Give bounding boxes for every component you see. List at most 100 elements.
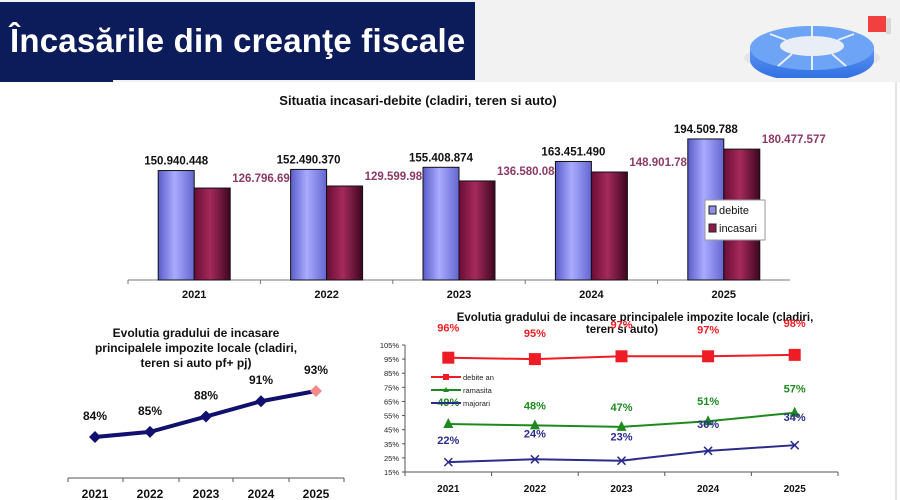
grad-x-tick-label: 2021 <box>82 487 109 500</box>
grad-x-tick-label: 2024 <box>248 487 275 500</box>
grad-chart-title-line: Evolutia gradului de incasare <box>113 326 280 340</box>
impozite-data-label: 96% <box>437 323 459 335</box>
impozite-x-tick-label: 2024 <box>697 484 720 495</box>
bar-data-label-incasari: 180.477.577 <box>762 134 826 146</box>
bar-data-label-incasari: 129.599.980 <box>365 171 429 183</box>
bar-incasari <box>193 187 231 281</box>
impozite-y-tick-label: 55% <box>384 412 399 421</box>
impozite-y-tick-label: 15% <box>384 468 399 477</box>
bar-debite <box>554 160 592 281</box>
square-marker <box>788 348 801 361</box>
bar-data-label-debite: 152.490.370 <box>277 154 341 166</box>
bar-incasari <box>458 180 496 281</box>
impozite-chart-title-line: teren si auto) <box>586 324 658 336</box>
impozite-data-label: 24% <box>524 428 546 440</box>
triangle-marker <box>616 420 627 431</box>
bar-debite <box>157 170 195 281</box>
legend-swatch-incasari <box>708 223 717 233</box>
impozite-y-tick-label: 35% <box>384 440 399 449</box>
triangle-marker <box>789 406 800 417</box>
x-marker <box>443 457 453 467</box>
impozite-data-label: 48% <box>524 400 546 412</box>
impozite-y-tick-label: 95% <box>384 355 399 364</box>
bar-data-label-debite: 155.408.874 <box>409 152 474 164</box>
x-marker <box>703 446 713 456</box>
x-marker <box>790 440 800 450</box>
impozite-x-tick-label: 2023 <box>610 484 633 495</box>
impozite-y-tick-label: 85% <box>384 369 399 378</box>
legend-label-debite-an: debite an <box>463 373 494 382</box>
impozite-y-tick-label: 45% <box>384 426 399 435</box>
impozite-data-label: 97% <box>697 324 719 336</box>
legend-marker <box>443 387 449 392</box>
bar-x-tick-label: 2021 <box>182 289 206 301</box>
triangle-marker <box>443 418 454 429</box>
grad-point-marker <box>144 425 156 438</box>
grad-x-tick-label: 2025 <box>303 487 330 500</box>
grad-point-marker <box>310 385 322 397</box>
local-taxes-line-chart: Evolutia gradului de incasare principale… <box>380 312 839 495</box>
impozite-data-label: 51% <box>697 396 719 408</box>
bar-x-tick-label: 2023 <box>447 289 471 301</box>
bar-incasari <box>326 185 364 281</box>
square-marker <box>615 350 628 363</box>
grad-data-label: 91% <box>249 373 273 387</box>
grad-x-tick-label: 2023 <box>193 487 220 500</box>
legend-label-debite: debite <box>719 205 749 217</box>
bar-data-label-debite: 150.940.448 <box>144 156 209 168</box>
impozite-data-label: 97% <box>610 319 632 331</box>
bar-data-label-debite: 194.509.788 <box>674 124 739 136</box>
grad-chart-title-line: principalele impozite locale (cladiri, <box>95 341 297 355</box>
grad-x-tick-label: 2022 <box>137 487 164 500</box>
x-marker <box>530 454 540 464</box>
legend-swatch-debite <box>708 205 717 215</box>
title-banner: Încasările din creanţe fiscale <box>0 2 475 80</box>
bar-data-label-incasari: 126.796.696 <box>232 173 296 185</box>
impozite-y-tick-label: 65% <box>384 397 399 406</box>
page-title: Încasările din creanţe fiscale <box>10 22 466 59</box>
legend-label-majorari: majorari <box>463 399 490 408</box>
bar-debite <box>422 166 460 281</box>
bar-data-label-incasari: 136.580.087 <box>497 166 561 178</box>
bar-incasari <box>590 171 628 281</box>
impozite-data-label: 47% <box>610 402 632 414</box>
grad-data-label: 93% <box>304 363 328 377</box>
impozite-y-tick-label: 105% <box>380 341 400 350</box>
impozite-y-tick-label: 75% <box>384 383 399 392</box>
square-marker <box>442 351 455 364</box>
bar-chart-title: Situatia incasari-debite (cladiri, teren… <box>279 93 556 108</box>
impozite-data-label: 95% <box>524 328 546 340</box>
grad-point-marker <box>255 395 267 408</box>
bar-x-tick-label: 2025 <box>712 289 736 301</box>
impozite-data-label: 98% <box>784 318 806 330</box>
grad-point-marker <box>89 431 101 443</box>
impozite-series-line-majorari <box>448 444 795 464</box>
grad-data-label: 84% <box>83 409 107 423</box>
slide-right-border <box>895 82 897 500</box>
impozite-data-label: 57% <box>784 384 806 396</box>
bar-data-label-incasari: 148.901.780 <box>629 157 693 169</box>
triangle-marker <box>703 415 714 426</box>
bar-x-tick-label: 2024 <box>579 289 604 301</box>
bar-chart: Situatia incasari-debite (cladiri, teren… <box>127 93 826 301</box>
impozite-data-label: 22% <box>437 435 459 447</box>
grad-point-marker <box>200 410 212 423</box>
bar-debite <box>290 168 328 281</box>
square-marker <box>702 350 715 363</box>
legend-label-incasari: incasari <box>719 223 757 235</box>
legend-marker <box>443 374 449 380</box>
impozite-x-tick-label: 2022 <box>524 484 547 495</box>
triangle-marker <box>529 419 540 430</box>
impozite-x-tick-label: 2021 <box>437 484 460 495</box>
bar-data-label-debite: 163.451.490 <box>541 146 605 158</box>
impozite-chart-title-line: Evolutia gradului de incasare principale… <box>457 312 814 324</box>
bar-x-tick-label: 2022 <box>314 289 338 301</box>
impozite-y-tick-label: 25% <box>384 454 399 463</box>
title-underline <box>0 80 113 82</box>
grad-data-label: 85% <box>138 404 162 418</box>
square-marker <box>528 353 541 366</box>
segmented-ring-logo-icon <box>744 16 891 78</box>
impozite-x-tick-label: 2025 <box>784 484 807 495</box>
x-marker <box>616 456 627 466</box>
grad-data-label: 88% <box>194 389 218 403</box>
